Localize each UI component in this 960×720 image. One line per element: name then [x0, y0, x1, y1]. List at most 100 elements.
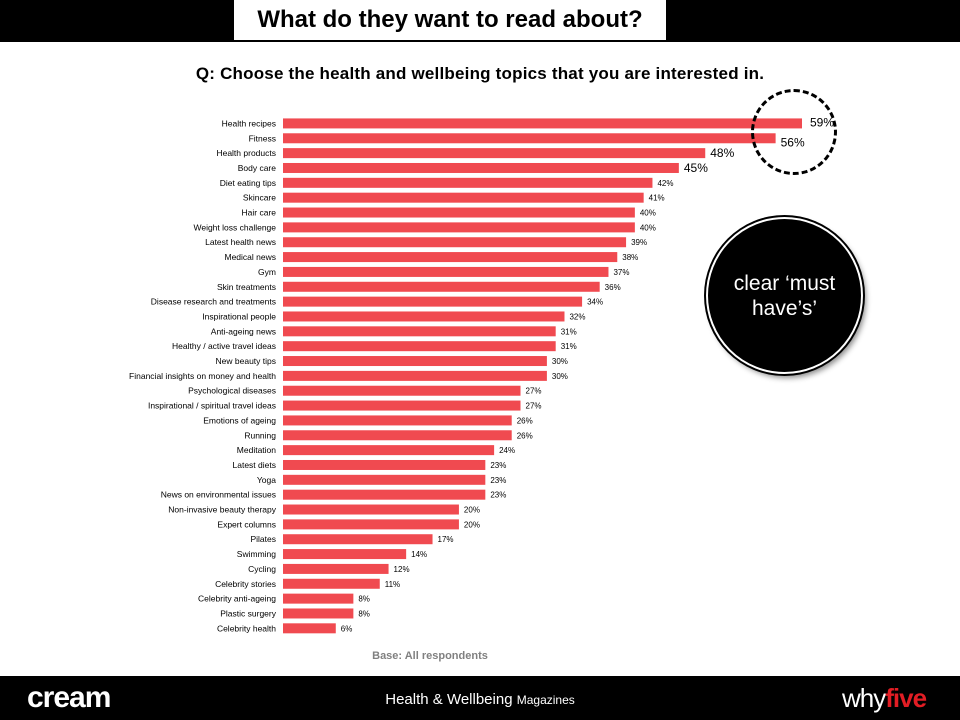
whyfive-logo: whyfive [842, 682, 927, 714]
value-label-20: 26% [517, 416, 533, 425]
value-label-3: 45% [684, 161, 708, 175]
value-label-28: 17% [438, 535, 454, 544]
category-label-30: Cycling [248, 564, 276, 574]
category-label-28: Pilates [250, 534, 276, 544]
value-label-27: 20% [464, 520, 480, 529]
value-label-19: 27% [526, 402, 542, 411]
value-label-6: 40% [640, 209, 656, 218]
value-label-34: 6% [341, 624, 353, 633]
value-label-2: 48% [710, 146, 734, 160]
category-label-3: Body care [238, 163, 277, 173]
value-label-21: 26% [517, 431, 533, 440]
bar-2 [283, 148, 706, 159]
bar-32 [283, 593, 354, 604]
category-label-34: Celebrity health [217, 623, 276, 633]
bar-4 [283, 177, 653, 188]
value-label-4: 42% [657, 179, 673, 188]
category-label-0: Health recipes [222, 118, 276, 128]
bar-1 [283, 133, 776, 144]
category-label-20: Emotions of ageing [203, 415, 276, 425]
bar-33 [283, 608, 354, 619]
bar-5 [283, 192, 644, 203]
footer-bar [0, 676, 960, 720]
category-label-25: News on environmental issues [161, 490, 276, 500]
bar-26 [283, 504, 459, 515]
bar-11 [283, 281, 600, 292]
bar-25 [283, 489, 486, 500]
bar-12 [283, 296, 583, 307]
category-label-29: Swimming [237, 549, 276, 559]
must-haves-callout: clear ‘must have’s’ [706, 217, 863, 374]
value-label-26: 20% [464, 506, 480, 515]
bar-18 [283, 385, 521, 396]
value-label-10: 37% [613, 268, 629, 277]
category-label-16: New beauty tips [216, 356, 276, 366]
category-label-23: Latest diets [233, 460, 276, 470]
callout-text: clear ‘must have’s’ [733, 271, 836, 320]
category-label-31: Celebrity stories [215, 579, 276, 589]
bar-21 [283, 430, 512, 441]
category-label-6: Hair care [242, 208, 277, 218]
category-label-33: Plastic surgery [220, 608, 276, 618]
bar-28 [283, 534, 433, 545]
value-label-9: 38% [622, 253, 638, 262]
category-label-10: Gym [258, 267, 276, 277]
bar-8 [283, 237, 627, 248]
value-label-8: 39% [631, 238, 647, 247]
value-label-24: 23% [490, 476, 506, 485]
title-box [234, 0, 666, 40]
category-label-21: Running [244, 430, 276, 440]
bar-15 [283, 341, 556, 352]
bar-20 [283, 415, 512, 426]
value-label-11: 36% [605, 283, 621, 292]
category-label-32: Celebrity anti-ageing [198, 594, 276, 604]
footer-caption-small: Magazines [516, 693, 575, 707]
value-label-25: 23% [490, 491, 506, 500]
bar-3 [283, 162, 679, 173]
value-label-16: 30% [552, 357, 568, 366]
value-label-14: 31% [561, 327, 577, 336]
value-label-15: 31% [561, 342, 577, 351]
bar-30 [283, 563, 389, 574]
bar-24 [283, 474, 486, 485]
whyfive-logo-five: five [885, 683, 927, 713]
category-label-24: Yoga [257, 475, 276, 485]
value-label-23: 23% [490, 461, 506, 470]
bar-23 [283, 459, 486, 470]
category-label-4: Diet eating tips [220, 178, 276, 188]
bar-29 [283, 549, 407, 560]
bar-13 [283, 311, 565, 322]
bar-6 [283, 207, 635, 218]
value-label-30: 12% [394, 565, 410, 574]
category-label-22: Meditation [237, 445, 276, 455]
category-label-12: Disease research and treatments [151, 297, 276, 307]
page-title: What do they want to read about? [257, 6, 643, 33]
value-label-13: 32% [569, 312, 585, 321]
value-label-5: 41% [649, 194, 665, 203]
footer-caption: Health & Wellbeing Magazines [330, 690, 630, 710]
category-label-7: Weight loss challenge [193, 222, 276, 232]
category-label-13: Inspirational people [202, 311, 276, 321]
cream-logo: cream [27, 681, 111, 714]
bar-7 [283, 222, 635, 233]
value-label-33: 8% [358, 609, 370, 618]
footer-caption-main: Health & Wellbeing [385, 691, 513, 708]
category-label-11: Skin treatments [217, 282, 276, 292]
category-label-9: Medical news [225, 252, 277, 262]
bar-10 [283, 266, 609, 277]
category-label-8: Latest health news [205, 237, 276, 247]
category-label-1: Fitness [249, 133, 276, 143]
bar-14 [283, 326, 556, 337]
bar-22 [283, 445, 495, 456]
bar-9 [283, 252, 618, 263]
value-label-32: 8% [358, 595, 370, 604]
value-label-7: 40% [640, 223, 656, 232]
bar-16 [283, 356, 547, 367]
highlight-dashed-circle [751, 89, 837, 175]
category-label-17: Financial insights on money and health [129, 371, 276, 381]
value-label-18: 27% [526, 387, 542, 396]
bar-31 [283, 578, 380, 589]
bar-34 [283, 623, 336, 634]
whyfive-logo-why: why [842, 683, 886, 713]
category-label-2: Health products [216, 148, 276, 158]
